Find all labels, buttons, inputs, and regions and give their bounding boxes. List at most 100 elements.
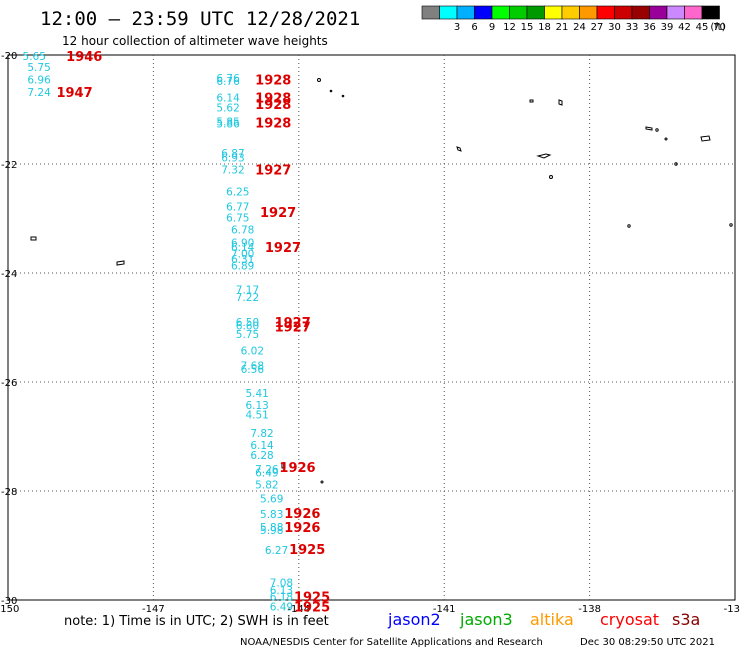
legend-swatch — [701, 5, 720, 20]
wave-height-label: 6.78 — [231, 224, 254, 236]
wave-height-label: 5.88 — [260, 522, 283, 534]
page-subtitle: 12 hour collection of altimeter wave hei… — [62, 34, 328, 48]
wave-height-label: 4.51 — [245, 410, 268, 422]
legend-tick-label: 6 — [471, 22, 477, 33]
satellite-name-cryosat: cryosat — [600, 610, 659, 629]
legend-tick-label: 33 — [626, 22, 639, 33]
satellite-legend: jason2 jason3 altika cryosat s3a — [387, 610, 700, 629]
island — [456, 146, 462, 152]
island — [341, 94, 345, 98]
legend-tick-label: 15 — [521, 22, 534, 33]
legend-swatch — [474, 5, 493, 20]
legend-swatch — [491, 5, 510, 20]
wave-height-label: 6.90 — [231, 237, 254, 249]
legend-swatch — [666, 5, 685, 20]
wave-height-label: 6.18 — [270, 592, 293, 604]
pass-time-label: 1927 — [260, 206, 296, 221]
pass-time-label: 1927 — [275, 320, 311, 335]
wave-height-label: 7.82 — [250, 428, 273, 440]
legend-swatch — [596, 5, 615, 20]
map-frame — [7, 54, 736, 601]
wave-height-label: 5.83 — [260, 509, 283, 521]
island — [549, 175, 553, 179]
island — [536, 153, 552, 159]
latitude-tick-label: -22 — [1, 160, 17, 171]
island — [317, 78, 321, 82]
latitude-tick-labels: -20 -22 -24 -26 -28 -30 — [1, 51, 17, 607]
wave-height-label: 6.96 — [27, 75, 51, 87]
wave-height-label: 6.76 — [216, 73, 240, 85]
legend-swatch — [649, 5, 668, 20]
island — [729, 223, 733, 227]
legend-tick-label: 9 — [489, 22, 495, 33]
legend-swatch — [526, 5, 545, 20]
latitude-tick-label: -28 — [1, 487, 17, 498]
satellite-name-s3a: s3a — [672, 610, 700, 629]
pass-time-label: 1928 — [255, 98, 291, 113]
legend-tick-label: 30 — [608, 22, 621, 33]
pass-time-label: 1928 — [255, 74, 291, 89]
island — [529, 99, 534, 103]
wave-height-label: 5.85 — [216, 116, 239, 128]
wave-height-label: 5.62 — [216, 102, 239, 114]
island — [700, 135, 711, 142]
wave-height-label: 5.41 — [245, 388, 268, 400]
legend-swatch — [439, 5, 458, 20]
longitude-tick-label: -135 — [724, 604, 740, 615]
legend-swatch — [614, 5, 633, 20]
page-title: 12:00 — 23:59 UTC 12/28/2021 — [40, 8, 360, 30]
pass-time-label: 1928 — [255, 92, 291, 107]
wave-height-label: 5.86 — [216, 119, 240, 131]
longitude-tick-label: -150 — [0, 604, 19, 615]
longitude-tick-label: -138 — [578, 604, 601, 615]
island — [655, 128, 659, 132]
wave-height-label: 7.68 — [241, 361, 264, 373]
generated-timestamp: Dec 30 08:29:50 UTC 2021 — [580, 637, 715, 648]
wave-height-label: 6.02 — [241, 345, 264, 357]
latitude-tick-label: -30 — [1, 596, 17, 607]
legend-swatch — [631, 5, 650, 20]
legend-tick-label: 21 — [556, 22, 569, 33]
wave-height-label: 6.77 — [226, 202, 249, 214]
pass-time-label: 1927 — [265, 241, 301, 256]
credit-text: NOAA/NESDIS Center for Satellite Applica… — [240, 637, 543, 648]
wave-height-label: 6.31 — [231, 254, 254, 266]
wave-height-label: 5.65 — [23, 51, 46, 63]
pass-time-label: 1925 — [294, 601, 330, 616]
wave-height-label: 6.49 — [255, 467, 278, 479]
wave-height-labels: 5.655.756.967.246.766.766.145.625.855.86… — [23, 51, 294, 613]
island — [664, 137, 668, 141]
legend-tick-label: 36 — [643, 22, 656, 33]
pass-time-label: 1927 — [275, 316, 311, 331]
island — [30, 236, 37, 241]
wave-height-label: 6.13 — [245, 400, 268, 412]
wave-height-label: 6.28 — [250, 450, 273, 462]
legend-swatch — [421, 5, 440, 20]
pass-time-label: 1947 — [56, 86, 92, 101]
wave-height-label: 6.14 — [231, 242, 255, 254]
legend-swatch — [509, 5, 528, 20]
longitude-tick-label: -144 — [287, 604, 310, 615]
legend-tick-label: 45 — [696, 22, 709, 33]
wave-height-label: 6.50 — [236, 317, 259, 329]
legend-tick-label: 18 — [538, 22, 551, 33]
wave-height-label: 6.60 — [236, 320, 259, 332]
satellite-name-altika: altika — [530, 610, 574, 629]
legend-tick-label: 3 — [454, 22, 460, 33]
longitude-tick-label: -147 — [142, 604, 165, 615]
legend-tick-label: 24 — [573, 22, 586, 33]
lat-lon-gridlines — [8, 55, 735, 600]
island — [645, 126, 653, 131]
wave-height-label: 6.14 — [250, 440, 274, 452]
legend-swatch — [579, 5, 598, 20]
wave-height-label: 5.98 — [260, 525, 283, 537]
pass-time-label: 1926 — [279, 461, 315, 476]
satellite-name-jason2: jason2 — [387, 610, 441, 629]
wave-height-label: 6.25 — [226, 186, 249, 198]
island — [320, 480, 324, 484]
wave-height-label: 5.69 — [260, 494, 283, 506]
longitude-tick-labels: -150 -147 -144 -141 -138 -135 — [0, 604, 740, 615]
pass-time-label: 1926 — [284, 521, 320, 536]
map-plot-area: -150 -147 -144 -141 -138 -135 -20 -22 -24 -26 -28… — [0, 50, 740, 615]
